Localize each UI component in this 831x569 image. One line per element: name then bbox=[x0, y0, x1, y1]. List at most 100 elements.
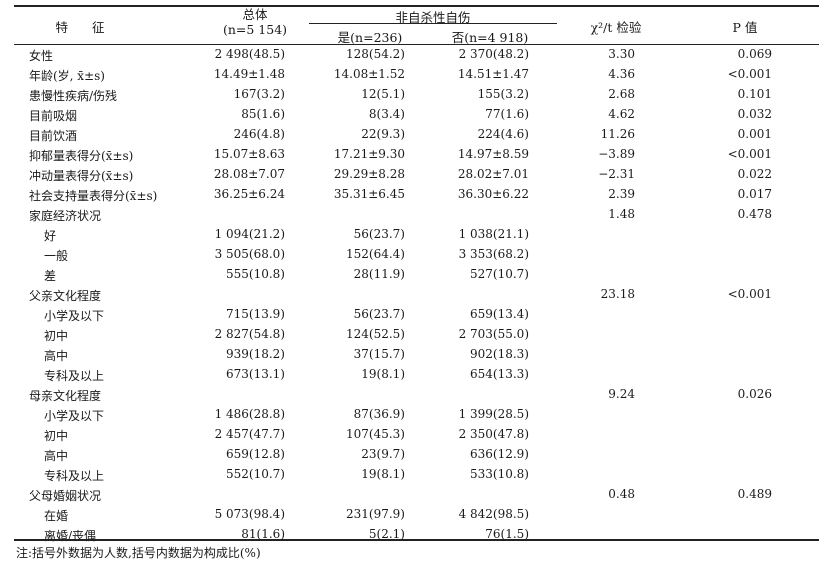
cell-nssi-yes: 231(97.9) bbox=[346, 507, 405, 521]
row-label: 年龄(岁, x̄±s) bbox=[29, 69, 105, 83]
cell-total: 81(1.6) bbox=[241, 527, 285, 541]
cell-p-value: <0.001 bbox=[727, 147, 772, 161]
row-label: 冲动量表得分(x̄±s) bbox=[29, 169, 134, 183]
cell-total: 14.49±1.48 bbox=[213, 67, 285, 81]
cell-nssi-yes: 87(36.9) bbox=[353, 407, 405, 421]
cell-nssi-no: 2 370(48.2) bbox=[458, 47, 529, 61]
header-bottom-rule bbox=[14, 44, 819, 45]
cell-nssi-no: 1 038(21.1) bbox=[458, 227, 529, 241]
cell-nssi-yes: 22(9.3) bbox=[361, 127, 405, 141]
cell-chi-test: −2.31 bbox=[598, 167, 635, 181]
cell-p-value: <0.001 bbox=[727, 287, 772, 301]
cell-p-value: <0.001 bbox=[727, 67, 772, 81]
cell-nssi-no: 527(10.7) bbox=[470, 267, 529, 281]
row-label: 离婚/丧偶 bbox=[44, 529, 97, 543]
cell-chi-test: 4.62 bbox=[608, 107, 635, 121]
cell-p-value: 0.489 bbox=[737, 487, 772, 501]
cell-nssi-yes: 23(9.7) bbox=[361, 447, 405, 461]
row-label: 在婚 bbox=[44, 509, 69, 523]
table-row: 好 1 094(21.2) 56(23.7) 1 038(21.1) bbox=[0, 224, 831, 244]
cell-p-value: 0.022 bbox=[737, 167, 772, 181]
cell-total: 85(1.6) bbox=[241, 107, 285, 121]
cell-total: 2 827(54.8) bbox=[214, 327, 285, 341]
table-body: 女性 2 498(48.5) 128(54.2) 2 370(48.2) 3.30 0.0… bbox=[0, 44, 831, 544]
header-nssi-group: 非自杀性自伤 bbox=[395, 10, 471, 25]
cell-p-value: 0.101 bbox=[737, 87, 772, 101]
cell-chi-test: 0.48 bbox=[608, 487, 635, 501]
cell-nssi-no: 3 353(68.2) bbox=[458, 247, 529, 261]
cell-nssi-yes: 19(8.1) bbox=[361, 467, 405, 481]
cell-nssi-no: 28.02±7.01 bbox=[457, 167, 529, 181]
row-label: 好 bbox=[44, 229, 57, 243]
table-row: 目前饮酒 246(4.8) 22(9.3) 224(4.6) 11.26 0.001 bbox=[0, 124, 831, 144]
cell-total: 659(12.8) bbox=[226, 447, 285, 461]
header-chi-test: χ²/t 检验 bbox=[590, 20, 642, 35]
cell-nssi-no: 4 842(98.5) bbox=[458, 507, 529, 521]
table-row: 家庭经济状况 1.48 0.478 bbox=[0, 204, 831, 224]
table-row: 在婚 5 073(98.4) 231(97.9) 4 842(98.5) bbox=[0, 504, 831, 524]
cell-nssi-yes: 28(11.9) bbox=[353, 267, 405, 281]
cell-nssi-yes: 152(64.4) bbox=[346, 247, 405, 261]
table-row: 小学及以下 715(13.9) 56(23.7) 659(13.4) bbox=[0, 304, 831, 324]
row-label: 高中 bbox=[44, 349, 69, 363]
row-label: 小学及以下 bbox=[44, 409, 105, 423]
row-label: 社会支持量表得分(x̄±s) bbox=[29, 189, 158, 203]
table-row: 父母婚姻状况 0.48 0.489 bbox=[0, 484, 831, 504]
cell-nssi-yes: 5(2.1) bbox=[368, 527, 405, 541]
row-label: 差 bbox=[44, 269, 57, 283]
cell-total: 552(10.7) bbox=[226, 467, 285, 481]
table-top-rule bbox=[14, 5, 819, 7]
table-row: 初中 2 827(54.8) 124(52.5) 2 703(55.0) bbox=[0, 324, 831, 344]
cell-nssi-yes: 35.31±6.45 bbox=[333, 187, 405, 201]
cell-nssi-no: 77(1.6) bbox=[485, 107, 529, 121]
table-row: 初中 2 457(47.7) 107(45.3) 2 350(47.8) bbox=[0, 424, 831, 444]
row-label: 目前饮酒 bbox=[29, 129, 78, 143]
cell-total: 246(4.8) bbox=[233, 127, 285, 141]
cell-p-value: 0.001 bbox=[737, 127, 772, 141]
cell-total: 2 457(47.7) bbox=[214, 427, 285, 441]
row-label: 一般 bbox=[44, 249, 69, 263]
table-row: 专科及以上 673(13.1) 19(8.1) 654(13.3) bbox=[0, 364, 831, 384]
cell-nssi-yes: 128(54.2) bbox=[346, 47, 405, 61]
header-yes: 是(n=236) bbox=[337, 30, 403, 45]
table-row: 一般 3 505(68.0) 152(64.4) 3 353(68.2) bbox=[0, 244, 831, 264]
cell-total: 2 498(48.5) bbox=[214, 47, 285, 61]
cell-nssi-yes: 107(45.3) bbox=[346, 427, 405, 441]
cell-nssi-yes: 56(23.7) bbox=[353, 307, 405, 321]
cell-chi-test: −3.89 bbox=[598, 147, 635, 161]
row-label: 父母婚姻状况 bbox=[29, 489, 102, 503]
cell-chi-test: 2.39 bbox=[608, 187, 635, 201]
cell-total: 3 505(68.0) bbox=[214, 247, 285, 261]
header-no: 否(n=4 918) bbox=[451, 30, 529, 45]
cell-nssi-no: 155(3.2) bbox=[477, 87, 529, 101]
header-total-n: (n=5 154) bbox=[222, 22, 288, 37]
header-total-label: 总体 bbox=[242, 7, 268, 22]
cell-nssi-yes: 19(8.1) bbox=[361, 367, 405, 381]
table-row: 女性 2 498(48.5) 128(54.2) 2 370(48.2) 3.30 0.0… bbox=[0, 44, 831, 64]
header-total: 总体 (n=5 154) bbox=[210, 7, 300, 37]
table-row: 高中 659(12.8) 23(9.7) 636(12.9) bbox=[0, 444, 831, 464]
table-row: 差 555(10.8) 28(11.9) 527(10.7) bbox=[0, 264, 831, 284]
cell-chi-test: 4.36 bbox=[608, 67, 635, 81]
group-sub-rule bbox=[309, 23, 557, 24]
row-label: 患慢性疾病/伤残 bbox=[29, 89, 118, 103]
row-label: 家庭经济状况 bbox=[29, 209, 102, 223]
cell-nssi-no: 2 703(55.0) bbox=[458, 327, 529, 341]
cell-p-value: 0.026 bbox=[737, 387, 772, 401]
cell-p-value: 0.069 bbox=[737, 47, 772, 61]
cell-p-value: 0.017 bbox=[737, 187, 772, 201]
row-label: 目前吸烟 bbox=[29, 109, 78, 123]
table-row: 抑郁量表得分(x̄±s) 15.07±8.63 17.21±9.30 14.97±8.… bbox=[0, 144, 831, 164]
row-label: 小学及以下 bbox=[44, 309, 105, 323]
cell-nssi-no: 902(18.3) bbox=[470, 347, 529, 361]
cell-total: 555(10.8) bbox=[226, 267, 285, 281]
row-label: 女性 bbox=[29, 49, 54, 63]
cell-p-value: 0.032 bbox=[737, 107, 772, 121]
cell-total: 939(18.2) bbox=[226, 347, 285, 361]
cell-nssi-yes: 12(5.1) bbox=[361, 87, 405, 101]
cell-nssi-no: 14.97±8.59 bbox=[457, 147, 529, 161]
table-row: 高中 939(18.2) 37(15.7) 902(18.3) bbox=[0, 344, 831, 364]
cell-chi-test: 1.48 bbox=[608, 207, 635, 221]
cell-nssi-no: 36.30±6.22 bbox=[457, 187, 529, 201]
